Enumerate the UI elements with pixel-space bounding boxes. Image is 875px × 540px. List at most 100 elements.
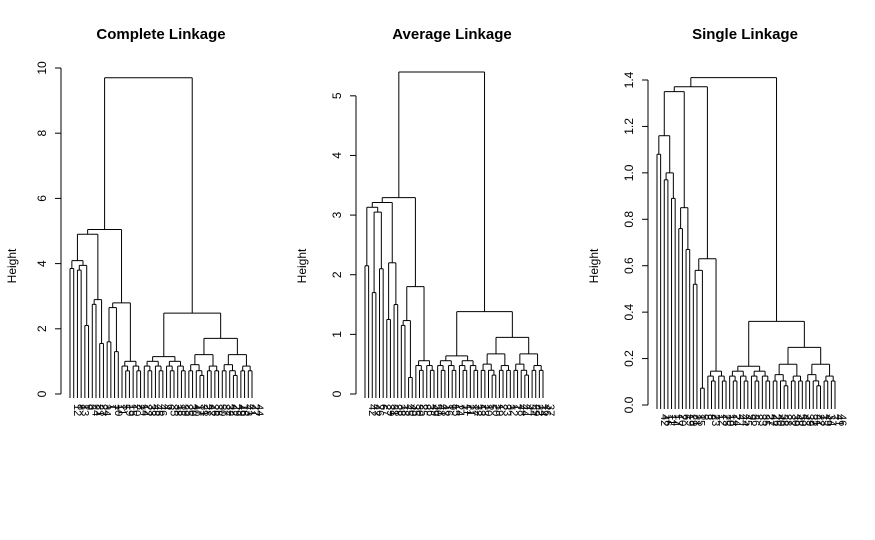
leaf-label: 20 — [490, 404, 502, 416]
leaf-label: 43 — [242, 404, 254, 416]
leaf-label: 35 — [410, 404, 422, 416]
leaf-label: 24 — [731, 414, 743, 426]
leaf-label: 8 — [705, 414, 717, 420]
leaf-label: 40 — [406, 404, 418, 416]
leaf-label: 48 — [792, 414, 804, 426]
leaf-label: 17 — [468, 404, 480, 416]
leaf-label: 31 — [197, 404, 209, 416]
leaf-label: 49 — [234, 404, 246, 416]
leaf-label: 28 — [201, 404, 213, 416]
leaf-label: 1 — [511, 404, 523, 410]
leaf-label: 42 — [366, 404, 378, 416]
leaf-label: 37 — [544, 404, 556, 416]
leaf-label: 10 — [482, 404, 494, 416]
leaf-label: 35 — [760, 414, 772, 426]
leaf-label: 15 — [694, 414, 706, 426]
leaf-labels: 1281393242123341710115191520214223348454… — [71, 404, 265, 416]
leaf-label: 27 — [381, 404, 393, 416]
leaf-label: 31 — [388, 404, 400, 416]
chart-title: Average Linkage — [392, 26, 512, 43]
leaf-label: 10 — [112, 404, 124, 416]
dendrogram-tree — [364, 71, 544, 398]
leaf-label: 39 — [384, 404, 396, 416]
leaf-label: 9 — [82, 404, 94, 410]
leaf-label: 38 — [778, 414, 790, 426]
y-tick-label: 3 — [330, 211, 344, 218]
leaf-label: 43 — [439, 404, 451, 416]
leaf-label: 28 — [782, 414, 794, 426]
leaf-label: 7 — [108, 404, 120, 410]
leaf-label: 25 — [182, 404, 194, 416]
leaf-label: 37 — [220, 404, 232, 416]
leaf-label: 2 — [134, 404, 146, 410]
leaf-label: 41 — [246, 404, 258, 416]
leaf-label: 32 — [471, 404, 483, 416]
leaf-label: 24 — [90, 404, 102, 416]
leaf-label: 22 — [142, 404, 154, 416]
leaf-label: 19 — [123, 404, 135, 416]
leaf-label: 1 — [712, 414, 724, 420]
y-tick-label: 5 — [330, 92, 344, 99]
leaf-label: 47 — [205, 404, 217, 416]
leaf-label: 2 — [752, 414, 764, 420]
y-tick-label: 2 — [330, 271, 344, 278]
leaf-label: 29 — [231, 404, 243, 416]
leaf-label: 44 — [738, 414, 750, 426]
leaf-label: 14 — [669, 414, 681, 426]
leaf-label: 18 — [727, 414, 739, 426]
leaf-label: 46 — [540, 404, 552, 416]
leaf-label: 11 — [116, 404, 128, 415]
leaf-label: 37 — [785, 414, 797, 426]
leaf-label: 13 — [818, 414, 830, 426]
y-axis: 0 2 4 6 8 10 — [35, 61, 62, 397]
leaf-label: 1 — [104, 404, 116, 410]
y-tick-label: 10 — [35, 61, 49, 75]
leaf-label: 38 — [171, 404, 183, 416]
leaf-label: 24 — [453, 404, 465, 416]
leaf-label: 40 — [774, 414, 786, 426]
leaf-label: 31 — [811, 414, 823, 426]
leaf-label: 32 — [223, 404, 235, 416]
leaf-label: 14 — [138, 404, 150, 416]
panel-single-linkage: Single Linkage Height 0.0 0.2 0.4 0.6 0.8 1.0… — [587, 26, 848, 426]
leaf-label: 38 — [395, 404, 407, 416]
leaf-label: 40 — [190, 404, 202, 416]
y-tick-label: 1 — [330, 331, 344, 338]
leaf-label: 21 — [691, 414, 703, 426]
leaf-label: 42 — [658, 414, 670, 426]
y-tick-label: 0.0 — [622, 396, 636, 413]
chart-title: Single Linkage — [692, 26, 798, 43]
leaf-label: 3 — [702, 414, 714, 420]
leaf-label: 36 — [424, 404, 436, 416]
leaf-label: 23 — [479, 404, 491, 416]
y-tick-label: 4 — [35, 260, 49, 267]
leaf-label: 16 — [238, 404, 250, 416]
leaf-label: 20 — [130, 404, 142, 416]
dendrogram-tree — [656, 77, 836, 409]
y-tick-label: 8 — [35, 130, 49, 137]
chart-title: Complete Linkage — [96, 26, 225, 43]
leaf-label: 26 — [771, 414, 783, 426]
leaf-label: 3 — [504, 404, 516, 410]
y-tick-label: 0.8 — [622, 211, 636, 228]
y-axis-label: Height — [5, 248, 19, 283]
leaf-label: 14 — [537, 404, 549, 416]
leaf-label: 28 — [391, 404, 403, 416]
y-axis-label: Height — [295, 248, 309, 283]
leaf-label: 44 — [253, 404, 265, 416]
y-tick-label: 0.6 — [622, 257, 636, 274]
leaf-label: 4 — [522, 404, 534, 410]
dendrogram-tree — [69, 77, 253, 398]
leaf-label: 10 — [723, 414, 735, 426]
y-tick-label: 1.2 — [622, 118, 636, 135]
y-tick-label: 2 — [35, 325, 49, 332]
y-tick-label: 0.4 — [622, 303, 636, 320]
leaf-label: 46 — [156, 404, 168, 416]
y-tick-label: 0 — [330, 390, 344, 397]
leaf-label: 23 — [97, 404, 109, 416]
leaf-label: 43 — [800, 414, 812, 426]
leaf-label: 19 — [493, 404, 505, 416]
leaf-label: 18 — [175, 404, 187, 416]
